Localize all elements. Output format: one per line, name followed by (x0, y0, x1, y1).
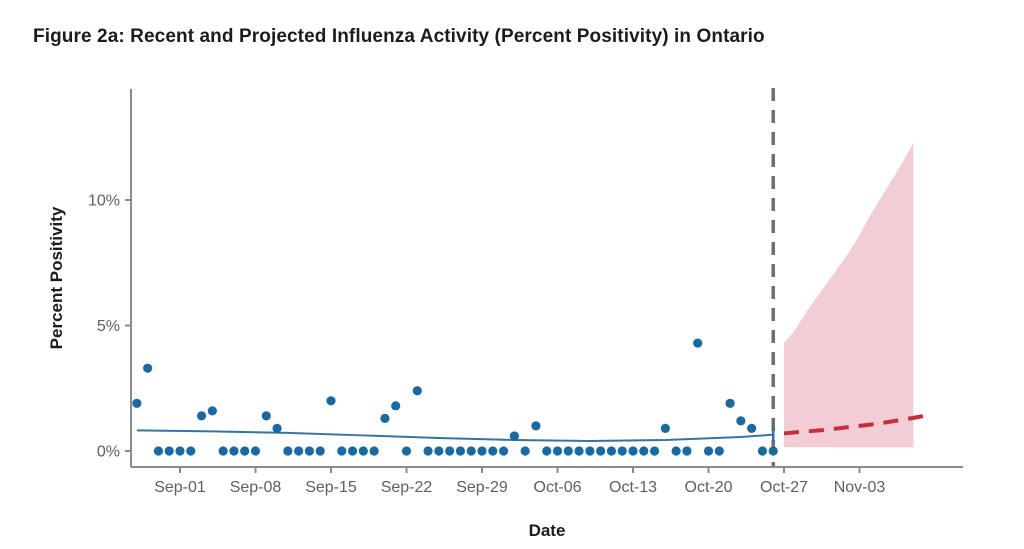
data-point (520, 446, 530, 456)
data-point (412, 386, 422, 396)
x-tick-label: Nov-03 (834, 479, 886, 496)
data-point (466, 446, 476, 456)
data-point (250, 446, 261, 456)
data-point (552, 446, 563, 456)
forecast-band (784, 142, 914, 448)
data-point (369, 446, 379, 456)
data-point (401, 446, 412, 456)
data-point (272, 423, 282, 434)
data-point (693, 338, 703, 348)
data-point (455, 446, 466, 456)
data-point (175, 446, 185, 456)
data-point (606, 446, 617, 456)
data-point (488, 446, 498, 456)
data-point (358, 446, 368, 456)
data-point (628, 446, 638, 456)
data-point (757, 446, 768, 456)
data-point (164, 446, 174, 456)
data-point (218, 446, 228, 456)
data-point (326, 396, 336, 406)
data-point (207, 406, 217, 416)
data-point (261, 411, 271, 421)
data-point (186, 446, 196, 456)
x-tick-label: Sep-01 (154, 479, 206, 496)
y-tick-label: 10% (88, 193, 120, 210)
data-point (294, 446, 304, 456)
data-point (509, 431, 519, 441)
data-point (240, 446, 250, 456)
data-point (132, 398, 142, 408)
data-point (574, 446, 584, 456)
data-point (434, 446, 444, 456)
data-point (391, 401, 401, 411)
data-point (747, 423, 757, 434)
y-tick-label: 0% (97, 444, 120, 461)
x-tick-label: Oct-06 (534, 479, 582, 496)
data-point (682, 446, 692, 456)
data-point (423, 446, 433, 456)
data-point (617, 446, 627, 456)
data-point (315, 446, 325, 456)
x-tick-label: Oct-20 (685, 479, 733, 496)
data-point (768, 446, 778, 456)
data-point (671, 446, 681, 456)
data-point (736, 416, 746, 426)
x-tick-label: Oct-27 (760, 479, 808, 496)
data-point (639, 446, 649, 456)
data-point (649, 446, 660, 456)
data-point (542, 446, 552, 456)
x-tick-label: Sep-08 (230, 479, 282, 496)
x-tick-label: Sep-29 (456, 479, 508, 496)
x-tick-label: Oct-13 (609, 479, 657, 496)
data-point (304, 446, 315, 456)
data-point (229, 446, 239, 456)
data-point (660, 423, 670, 434)
x-tick-label: Sep-22 (381, 479, 433, 496)
data-point (283, 446, 293, 456)
data-point (445, 446, 455, 456)
data-point (143, 363, 153, 373)
data-point (725, 398, 735, 408)
data-point (563, 446, 573, 456)
data-point (347, 446, 358, 456)
data-point (585, 446, 595, 456)
data-point (531, 421, 541, 431)
data-point (196, 411, 207, 421)
data-point (477, 446, 487, 456)
data-point (380, 413, 390, 423)
y-tick-label: 5% (97, 318, 120, 335)
data-point (153, 446, 164, 456)
x-tick-label: Sep-15 (305, 479, 357, 496)
data-point (337, 446, 347, 456)
x-axis-title: Date (528, 521, 566, 540)
data-point (703, 446, 714, 456)
data-point (714, 446, 724, 456)
figure-title: Figure 2a: Recent and Projected Influenz… (33, 26, 765, 47)
trend-line (136, 429, 774, 442)
data-point (498, 446, 509, 456)
data-point (596, 446, 606, 456)
